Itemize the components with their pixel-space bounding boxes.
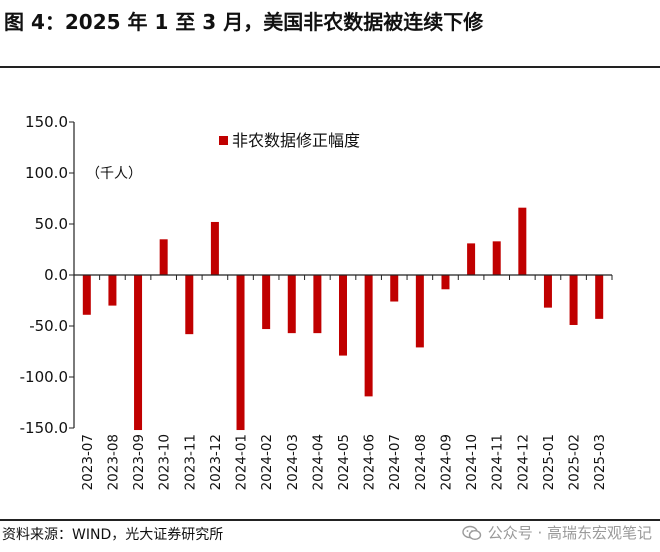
y-axis: 150.0 100.0 50.0 0.0 -50.0 -100.0 -150.0: [20, 113, 75, 437]
watermark: 公众号 · 高瑞东宏观笔记: [461, 522, 652, 543]
bar-2025-01: [543, 275, 552, 308]
x-tick-label: 2024-08: [413, 434, 429, 490]
bar-2024-03: [287, 275, 296, 334]
y-tick-label: 0.0: [44, 266, 68, 284]
x-tick-label: 2024-03: [285, 434, 301, 490]
bar-2024-07: [390, 275, 399, 302]
bar-2024-10: [467, 243, 476, 275]
x-tick-label: 2025-01: [541, 434, 557, 490]
x-tick-label: 2024-01: [234, 434, 250, 490]
title-divider: [0, 66, 660, 68]
bar-2025-03: [595, 275, 604, 319]
bar-2024-12: [518, 207, 527, 275]
x-tick-label: 2024-09: [438, 434, 454, 490]
y-tick-label: -50.0: [29, 317, 68, 335]
bar-2024-08: [415, 275, 424, 348]
legend-swatch: [219, 136, 228, 145]
bar-2024-02: [262, 275, 271, 330]
x-tick-label: 2023-11: [182, 434, 198, 490]
y-tick-label: 150.0: [25, 113, 68, 131]
x-axis: 2023-07 2023-08 2023-09 2023-10 2023-11 2023-…: [73, 274, 613, 490]
x-tick-label: 2024-11: [490, 434, 506, 490]
bar-2023-07: [82, 275, 91, 315]
bar-2023-09: [134, 275, 143, 431]
bar-chart: 150.0 100.0 50.0 0.0 -50.0 -100.0 -150.0 2023-…: [20, 113, 613, 490]
bar-2024-06: [364, 275, 373, 397]
bar-2024-05: [339, 275, 347, 356]
unit-label: （千人）: [86, 166, 142, 182]
watermark-text: 公众号 · 高瑞东宏观笔记: [487, 524, 652, 542]
bar-2024-09: [441, 275, 450, 290]
x-tick-label: 2023-12: [208, 434, 224, 490]
x-tick-label: 2023-07: [80, 434, 96, 490]
bars: [82, 207, 604, 431]
x-tick-label: 2024-10: [464, 434, 480, 490]
y-tick-label: 100.0: [25, 164, 68, 182]
bar-2023-12: [210, 221, 219, 275]
x-tick-label: 2023-10: [157, 434, 173, 490]
bar-2023-08: [108, 275, 117, 306]
wechat-icon: [461, 525, 481, 540]
x-tick-label: 2024-12: [515, 434, 531, 490]
y-tick-label: -150.0: [20, 419, 68, 437]
legend: 非农数据修正幅度: [219, 131, 360, 150]
bar-2023-11: [185, 275, 194, 335]
bar-2023-10: [159, 239, 168, 275]
x-tick-label: 2025-02: [567, 434, 583, 490]
source-divider: [0, 519, 660, 521]
y-tick-label: -100.0: [20, 368, 68, 386]
x-tick-label: 2025-03: [592, 434, 608, 490]
x-tick-label: 2023-08: [105, 434, 121, 490]
y-tick-label: 50.0: [35, 215, 68, 233]
source-note: 资料来源：WIND，光大证券研究所: [2, 527, 224, 543]
bar-2025-02: [569, 275, 578, 325]
x-tick-label: 2024-07: [387, 434, 403, 490]
bar-2024-11: [492, 241, 501, 275]
x-tick-label: 2024-05: [336, 434, 352, 490]
x-tick-label: 2024-04: [310, 434, 326, 490]
bar-2024-04: [313, 275, 322, 334]
x-tick-label: 2024-02: [259, 434, 275, 490]
bar-2024-01: [236, 275, 245, 431]
figure-title: 图 4：2025 年 1 至 3 月，美国非农数据被连续下修: [4, 10, 484, 34]
x-tick-label: 2023-09: [131, 434, 147, 490]
legend-label: 非农数据修正幅度: [232, 131, 360, 150]
x-tick-label: 2024-06: [362, 434, 378, 490]
